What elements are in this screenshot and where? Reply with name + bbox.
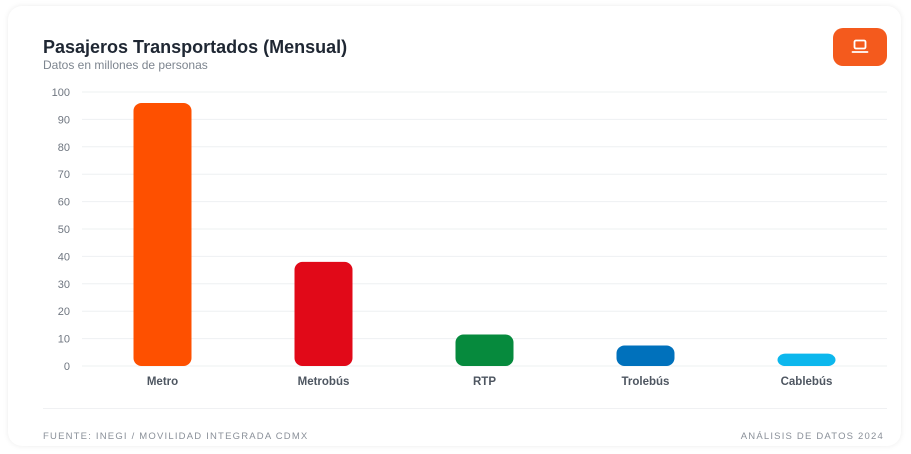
- y-tick-label: 0: [64, 361, 70, 373]
- x-tick-label: Metro: [147, 376, 178, 388]
- y-tick-label: 50: [58, 224, 70, 236]
- y-tick-label: 60: [58, 197, 70, 209]
- bar-metro: [133, 102, 192, 367]
- bar-metrobús: [294, 261, 353, 366]
- y-tick-label: 80: [58, 142, 70, 154]
- bar-trolebús: [616, 345, 675, 366]
- bar-rtp: [455, 334, 514, 366]
- laptop-icon: [851, 39, 869, 53]
- y-tick-label: 70: [58, 169, 70, 181]
- y-tick-label: 30: [58, 279, 70, 291]
- x-tick-label: Cablebús: [781, 376, 833, 388]
- footer-source: FUENTE: INEGI / MOVILIDAD INTEGRADA CDMX: [43, 431, 309, 442]
- y-tick-label: 100: [52, 87, 70, 99]
- y-tick-label: 90: [58, 114, 70, 126]
- y-tick-label: 20: [58, 306, 70, 318]
- chart-subtitle: Datos en millones de personas: [43, 58, 208, 72]
- x-tick-label: RTP: [473, 376, 496, 388]
- x-tick-label: Trolebús: [622, 376, 670, 388]
- y-tick-label: 10: [58, 334, 70, 346]
- chart-title: Pasajeros Transportados (Mensual): [43, 37, 348, 57]
- export-button[interactable]: [833, 28, 887, 66]
- y-tick-label: 40: [58, 251, 70, 263]
- bar-cablebús: [777, 353, 836, 366]
- footer-divider: [43, 408, 887, 409]
- footer-note: ANÁLISIS DE DATOS 2024: [740, 431, 884, 442]
- x-tick-label: Metrobús: [298, 376, 350, 388]
